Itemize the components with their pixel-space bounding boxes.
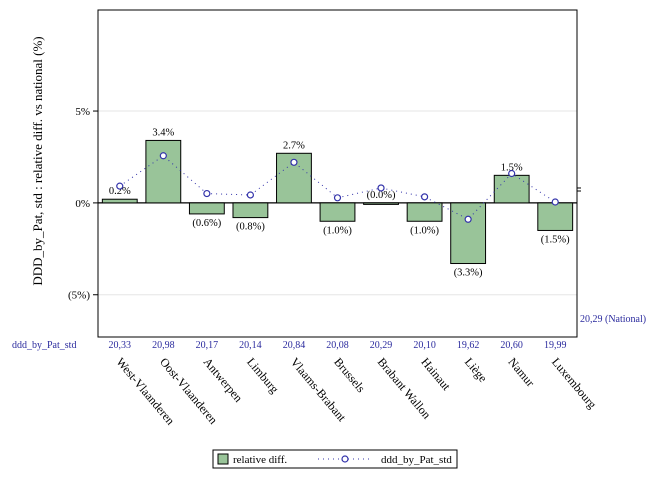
bar bbox=[101, 198, 138, 204]
x-tick-label: Hainaut bbox=[418, 355, 454, 394]
series-value-label: 20,60 bbox=[500, 340, 523, 351]
bar-value-label: 1.5% bbox=[501, 162, 523, 173]
bar bbox=[493, 174, 530, 204]
bar bbox=[319, 202, 356, 222]
national-label: 20,29 (National) bbox=[580, 314, 646, 325]
plot-frame bbox=[97, 9, 578, 338]
bar bbox=[232, 202, 269, 219]
data-row-label: ddd_by_Pat_std bbox=[12, 340, 76, 351]
legend-line-label: ddd_by_Pat_std bbox=[381, 454, 452, 466]
y-axis-label: DDD_by_Pat, std : relative diff. vs nati… bbox=[30, 36, 45, 285]
series-value-label: 19,62 bbox=[457, 340, 480, 351]
legend-line-marker bbox=[341, 455, 349, 463]
x-tick-label: Luxembourg bbox=[549, 355, 599, 411]
series-value-label: 20,98 bbox=[152, 340, 175, 351]
legend-bar-label: relative diff. bbox=[233, 454, 287, 466]
bar-value-label: (0.0%) bbox=[367, 190, 396, 201]
series-point bbox=[116, 182, 124, 190]
series-value-label: 20,29 bbox=[370, 340, 393, 351]
series-value-label: 20,08 bbox=[326, 340, 349, 351]
x-tick-label: Limburg bbox=[244, 355, 282, 396]
bar-value-label: 3.4% bbox=[152, 127, 174, 138]
series-value-label: 20,33 bbox=[109, 340, 132, 351]
series-point bbox=[420, 193, 429, 201]
series-point bbox=[290, 158, 298, 166]
bar-value-label: (1.0%) bbox=[410, 225, 439, 236]
x-tick-label: Namur bbox=[505, 355, 537, 390]
legend: relative diff. ddd_by_Pat_std bbox=[212, 449, 458, 469]
series-point bbox=[246, 191, 255, 199]
series-value-label: 20,17 bbox=[196, 340, 219, 351]
legend-bar-swatch bbox=[217, 453, 229, 465]
series-point bbox=[551, 198, 559, 206]
series-value-label: 19,99 bbox=[544, 340, 567, 351]
series-point bbox=[203, 189, 211, 198]
x-tick-label: Liège bbox=[462, 355, 490, 385]
bar-value-label: (1.5%) bbox=[541, 234, 570, 245]
series-value-label: 20,84 bbox=[283, 340, 306, 351]
bar-value-label: (3.3%) bbox=[454, 268, 483, 279]
series-point bbox=[159, 152, 167, 160]
bar-value-label: (0.6%) bbox=[192, 218, 221, 229]
x-tick-label: Brussels bbox=[331, 355, 368, 395]
y-tick-label: (5%) bbox=[68, 290, 90, 302]
bar bbox=[363, 202, 399, 205]
legend-frame bbox=[212, 449, 458, 469]
bar bbox=[188, 202, 225, 215]
bar bbox=[450, 202, 487, 265]
series-point bbox=[464, 215, 472, 223]
bar-value-label: (0.8%) bbox=[236, 222, 265, 233]
series-value-label: 20,14 bbox=[239, 340, 262, 351]
bar-value-label: (1.0%) bbox=[323, 225, 352, 236]
bar bbox=[145, 139, 182, 204]
series-point bbox=[333, 194, 342, 202]
bar bbox=[406, 202, 443, 222]
plot-area: 5% 0% (5%) 0.2% 3.4% (0.6%) (0.8%) 2.7% (1.0%) (0… bbox=[68, 9, 599, 428]
y-tick-label: 0% bbox=[75, 198, 90, 210]
y-tick-label: 5% bbox=[75, 106, 90, 118]
bar-value-label: 0.2% bbox=[109, 186, 131, 197]
x-tick-label: Antwerpen bbox=[201, 355, 246, 405]
series-point bbox=[377, 184, 385, 192]
series-value-label: 20,10 bbox=[413, 340, 436, 351]
series-point bbox=[508, 169, 516, 178]
bar bbox=[537, 202, 574, 231]
bar-value-label: 2.7% bbox=[283, 140, 305, 151]
